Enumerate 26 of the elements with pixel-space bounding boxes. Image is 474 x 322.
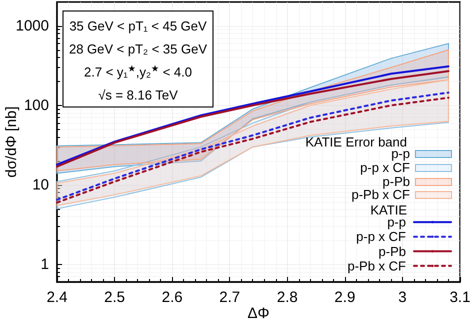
annotation: √s = 8.16 TeV — [98, 88, 178, 102]
legend-label: p-p — [387, 214, 406, 230]
annotation: 28 GeV < pT₂ < 35 GeV — [68, 42, 208, 56]
legend-label: p-p x CF — [356, 229, 406, 244]
x-axis-title: ΔΦ — [248, 305, 270, 322]
annotation: 35 GeV < pT₁ < 45 GeV — [69, 18, 208, 34]
x-tick-label: 2.4 — [46, 289, 68, 306]
x-tick-label: 2.6 — [162, 289, 183, 306]
y-tick-label: 10 — [32, 176, 49, 194]
y-axis-title: dσ/dΦ [nb] — [3, 106, 20, 178]
legend-label: p-Pb — [378, 244, 406, 259]
text: p-Pb x CF — [351, 187, 410, 202]
x-tick-label: 3.1 — [450, 289, 470, 306]
text: p-Pb — [382, 174, 410, 189]
legend-title: KATIE — [370, 202, 408, 218]
x-tick-label: 2.9 — [334, 289, 356, 306]
legend-label: p-Pb x CF — [347, 258, 406, 274]
text: p-p x CF — [360, 160, 410, 175]
x-tick-label: 2.5 — [104, 289, 125, 306]
annotation: 2.7 < y₁★,y₂★ < 4.0 — [84, 64, 192, 80]
y-tick-label: 1000 — [16, 17, 49, 34]
x-tick-label: 2.8 — [276, 289, 298, 306]
y-tick-label: 100 — [24, 96, 49, 114]
y-tick-label: 1 — [40, 256, 49, 273]
x-tick-label: 3 — [398, 289, 407, 306]
x-tick-label: 2.7 — [219, 289, 240, 306]
